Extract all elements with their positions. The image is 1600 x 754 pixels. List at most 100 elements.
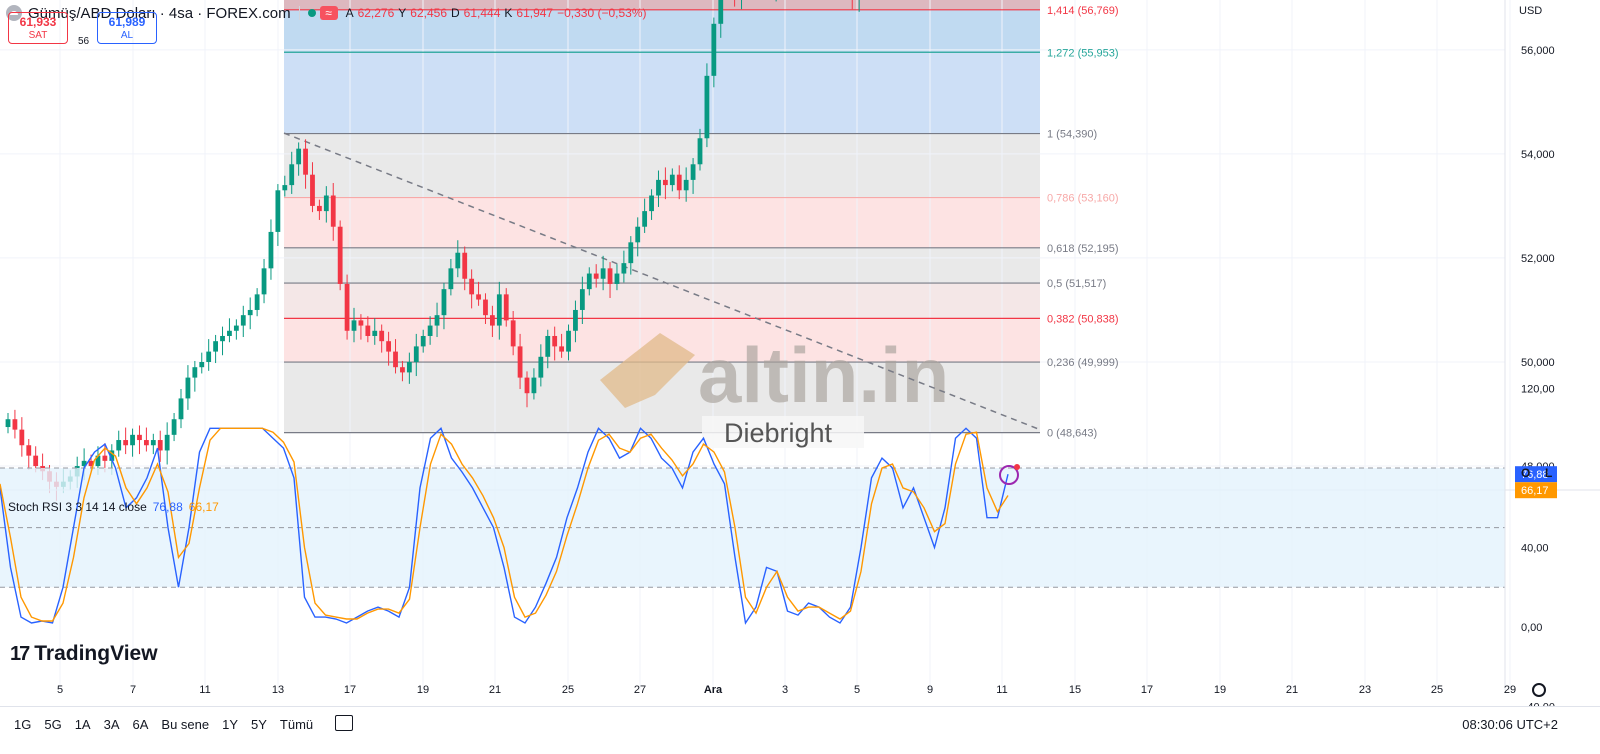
candle-body bbox=[635, 226, 641, 243]
candle-body bbox=[351, 320, 357, 331]
chart-canvas[interactable]: 3,618 (69,436)2,618 (63,689)2,272 (61,70… bbox=[0, 0, 1600, 706]
candle-body bbox=[656, 179, 661, 196]
indicator-name: Stoch RSI 3 3 14 14 close bbox=[8, 500, 147, 514]
candle-body bbox=[607, 268, 613, 284]
watermark-logo-text: altin.in bbox=[698, 331, 949, 419]
candle-body bbox=[337, 226, 343, 284]
x-tick-label: 15 bbox=[1069, 684, 1081, 696]
candle-body bbox=[393, 351, 398, 368]
stoch-y-tick-label: −40,00 bbox=[1521, 702, 1555, 707]
candle-body bbox=[413, 346, 419, 362]
y-tick-label: 54,000 bbox=[1521, 149, 1555, 161]
candle-body bbox=[476, 294, 481, 300]
candle-body bbox=[296, 148, 302, 165]
candle-body bbox=[642, 211, 648, 227]
candle-body bbox=[600, 268, 606, 279]
fib-label: 0,618 (52,195) bbox=[1047, 243, 1119, 255]
stoch-rsi-pane bbox=[0, 427, 1600, 625]
stoch-k-axis-label: 76,88 bbox=[1521, 469, 1549, 481]
tf-6a[interactable]: 6A bbox=[132, 717, 149, 732]
tf-5y[interactable]: 5Y bbox=[251, 717, 267, 732]
pane-button-o[interactable]: O bbox=[1521, 466, 1531, 480]
indicator-legend[interactable]: Stoch RSI 3 3 14 14 close 76,88 66,17 bbox=[8, 500, 219, 514]
candle-body bbox=[420, 335, 426, 347]
watermark-logo-shape bbox=[600, 333, 695, 408]
x-tick-label: 23 bbox=[1359, 684, 1371, 696]
candle-body bbox=[310, 174, 315, 206]
ohlc-values: A 62,276 Y 62,456 D 61,444 K 61,947 −0,330 (… bbox=[346, 6, 647, 20]
candle-body bbox=[81, 460, 87, 467]
fib-label: 1,272 (55,953) bbox=[1047, 47, 1119, 59]
candle-body bbox=[19, 429, 25, 446]
candle-body bbox=[669, 174, 675, 186]
candle-body bbox=[330, 195, 336, 227]
ohlc-low-value: 61,444 bbox=[463, 6, 501, 20]
candle-body bbox=[220, 335, 225, 342]
candle-body bbox=[206, 351, 212, 362]
settings-gear-icon[interactable] bbox=[1532, 683, 1546, 697]
buy-label: AL bbox=[120, 30, 134, 41]
currency-selector[interactable]: USD bbox=[1519, 5, 1543, 17]
spread-value: 56 bbox=[78, 36, 90, 47]
candle-body bbox=[150, 440, 156, 446]
candle-body bbox=[26, 445, 32, 456]
candle-body bbox=[192, 367, 198, 378]
candle-body bbox=[185, 377, 191, 399]
stoch-d-value: 66,17 bbox=[188, 500, 219, 514]
candle-body bbox=[144, 440, 149, 446]
price-axis[interactable]: 48,00050,00052,00054,00056,00058,00060,0… bbox=[1504, 0, 1555, 707]
candle-body bbox=[552, 335, 558, 347]
tradingview-logo-icon: 17 bbox=[10, 642, 30, 665]
x-tick-label: 21 bbox=[1286, 684, 1298, 696]
tf-5g[interactable]: 5G bbox=[44, 717, 62, 732]
candle-body bbox=[711, 23, 717, 76]
x-tick-label: 29 bbox=[1504, 684, 1516, 696]
candle-body bbox=[240, 315, 246, 326]
x-tick-label: 13 bbox=[272, 684, 284, 696]
tf-1y[interactable]: 1Y bbox=[222, 717, 239, 732]
x-tick-label: 11 bbox=[199, 684, 210, 696]
sell-button[interactable]: 61,933 SAT bbox=[8, 12, 68, 44]
trend-line[interactable] bbox=[283, 132, 1041, 431]
candle-body bbox=[503, 294, 509, 321]
candle-body bbox=[586, 273, 592, 290]
candle-body bbox=[130, 434, 135, 446]
fib-zone bbox=[284, 0, 1040, 10]
candle-body bbox=[379, 330, 385, 342]
ohlc-close-key: K bbox=[504, 6, 513, 20]
bottom-toolbar: 1G 5G 1A 3A 6A Bu sene 1Y 5Y Tümü 08:30:… bbox=[0, 706, 1600, 754]
tf-1g[interactable]: 1G bbox=[14, 717, 32, 732]
pane-button-l[interactable]: L bbox=[1545, 466, 1553, 480]
symbol-title[interactable]: Gümüş/ABD Doları · 4sa · FOREX.com bbox=[28, 4, 291, 22]
buy-button[interactable]: 61,989 AL bbox=[97, 12, 157, 44]
tf-1a[interactable]: 1A bbox=[74, 717, 91, 732]
lightning-icon[interactable] bbox=[999, 464, 1020, 485]
candle-body bbox=[116, 440, 122, 451]
tf-all[interactable]: Tümü bbox=[279, 717, 314, 732]
ohlc-open-key: A bbox=[345, 6, 354, 20]
fib-label: 0,236 (49,999) bbox=[1047, 357, 1119, 369]
candle-body bbox=[289, 164, 295, 186]
calendar-icon[interactable] bbox=[335, 715, 353, 731]
candle-body bbox=[213, 341, 218, 352]
tradingview-brand[interactable]: 17 TradingView bbox=[10, 642, 158, 666]
candle-body bbox=[517, 346, 523, 378]
clock[interactable]: 08:30:06 UTC+2 bbox=[1462, 717, 1558, 732]
candle-body bbox=[12, 419, 18, 430]
candle-body bbox=[663, 179, 668, 186]
candle-body bbox=[275, 190, 281, 232]
time-axis[interactable]: 5 7 11 13 17 19 21 25 27 Ara 3 5 9 11 15 17 19 21 23 25 29 bbox=[57, 684, 1516, 696]
tf-ytd[interactable]: Bu sene bbox=[161, 717, 210, 732]
fib-label: 0,382 (50,838) bbox=[1047, 313, 1119, 325]
ohlc-change: −0,330 (−0,53%) bbox=[557, 6, 647, 20]
candle-body bbox=[247, 309, 253, 316]
candle-body bbox=[171, 419, 177, 435]
watermark-sub-bg bbox=[702, 416, 864, 448]
x-tick-label: 19 bbox=[417, 684, 429, 696]
tf-3a[interactable]: 3A bbox=[103, 717, 120, 732]
x-tick-label: 21 bbox=[489, 684, 501, 696]
candle-body bbox=[483, 299, 488, 316]
ohlc-low-key: D bbox=[451, 6, 460, 20]
sell-label: SAT bbox=[28, 30, 48, 41]
fib-label: 0,786 (53,160) bbox=[1047, 193, 1119, 205]
